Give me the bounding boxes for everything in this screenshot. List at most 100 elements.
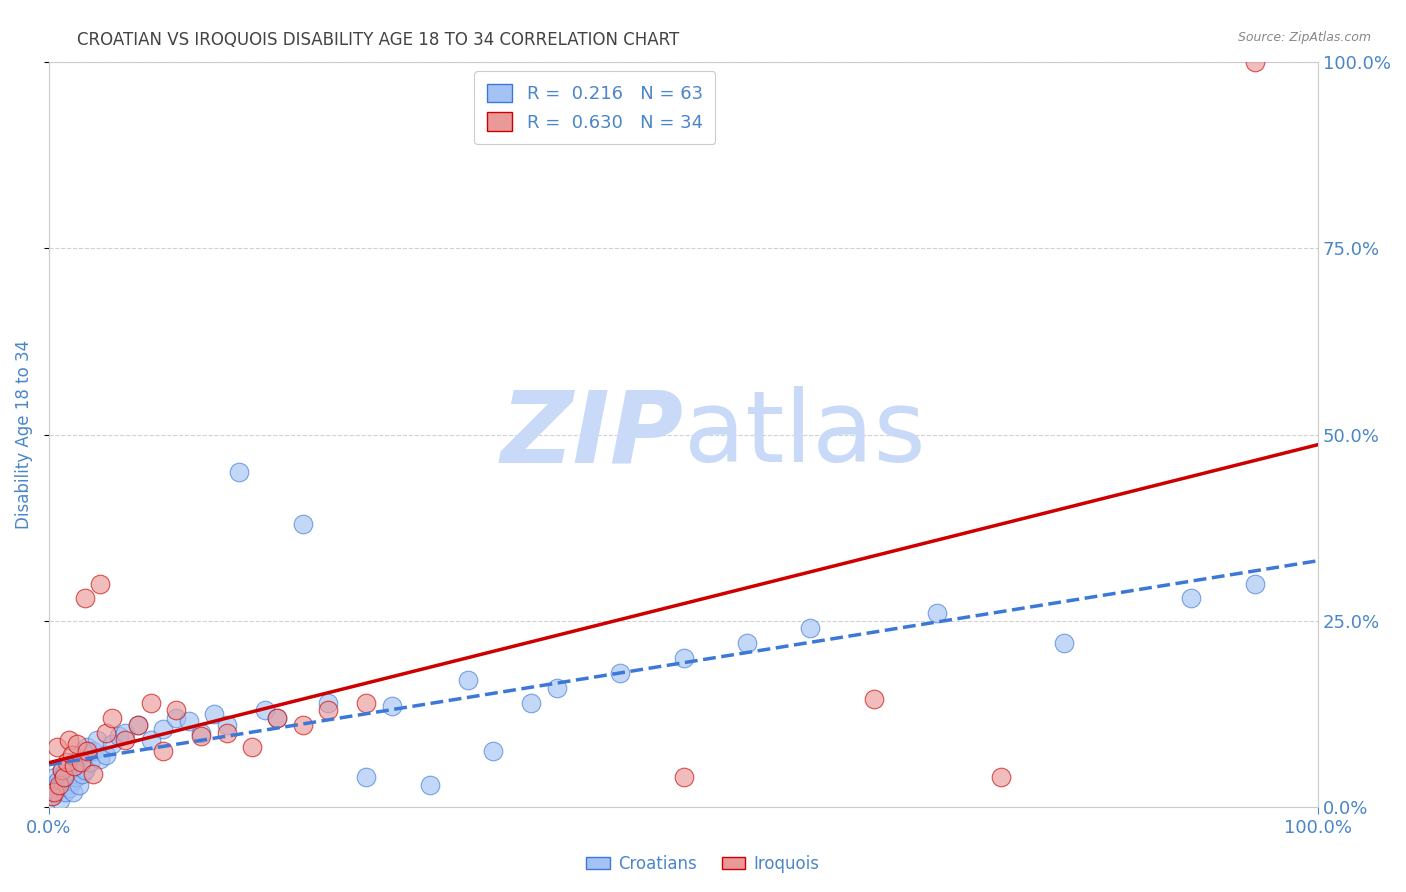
Point xyxy=(609,665,631,680)
Point xyxy=(457,673,479,688)
Point xyxy=(482,744,505,758)
Point xyxy=(41,789,63,803)
Point xyxy=(101,737,124,751)
Point xyxy=(60,747,83,762)
Text: Source: ZipAtlas.com: Source: ZipAtlas.com xyxy=(1237,31,1371,45)
Point xyxy=(990,770,1012,784)
Point xyxy=(114,733,136,747)
Point xyxy=(165,703,187,717)
Point xyxy=(291,516,314,531)
Point xyxy=(49,792,72,806)
Point xyxy=(53,770,76,784)
Point xyxy=(152,744,174,758)
Point xyxy=(48,781,70,796)
Point xyxy=(63,756,86,770)
Point xyxy=(39,785,62,799)
Point xyxy=(45,740,67,755)
Point xyxy=(58,733,80,747)
Point xyxy=(215,718,238,732)
Point xyxy=(672,770,695,784)
Point xyxy=(62,785,84,799)
Point xyxy=(127,718,149,732)
Point xyxy=(69,747,91,762)
Point xyxy=(735,636,758,650)
Point xyxy=(76,740,98,755)
Point xyxy=(1243,55,1265,70)
Text: CROATIAN VS IROQUOIS DISABILITY AGE 18 TO 34 CORRELATION CHART: CROATIAN VS IROQUOIS DISABILITY AGE 18 T… xyxy=(77,31,679,49)
Point xyxy=(152,722,174,736)
Point xyxy=(63,759,86,773)
Legend: R =  0.216   N = 63, R =  0.630   N = 34: R = 0.216 N = 63, R = 0.630 N = 34 xyxy=(474,71,716,145)
Point xyxy=(42,781,65,796)
Point xyxy=(863,692,886,706)
Point xyxy=(73,763,96,777)
Point xyxy=(101,711,124,725)
Point xyxy=(82,766,104,780)
Point xyxy=(316,696,339,710)
Point xyxy=(65,770,87,784)
Point xyxy=(66,759,89,773)
Point xyxy=(266,711,288,725)
Point xyxy=(55,785,77,799)
Legend: Croatians, Iroquois: Croatians, Iroquois xyxy=(579,848,827,880)
Point xyxy=(76,744,98,758)
Point xyxy=(53,766,76,780)
Point xyxy=(356,696,378,710)
Point xyxy=(86,733,108,747)
Point xyxy=(520,696,543,710)
Point xyxy=(316,703,339,717)
Point xyxy=(799,621,821,635)
Point xyxy=(69,756,91,770)
Point xyxy=(55,756,77,770)
Point xyxy=(190,725,212,739)
Point xyxy=(356,770,378,784)
Point xyxy=(927,607,949,621)
Point xyxy=(51,763,73,777)
Point xyxy=(94,747,117,762)
Point xyxy=(215,725,238,739)
Point xyxy=(672,651,695,665)
Point xyxy=(381,699,404,714)
Point xyxy=(89,751,111,765)
Point xyxy=(42,778,65,792)
Point xyxy=(165,711,187,725)
Point xyxy=(55,778,77,792)
Point xyxy=(58,781,80,796)
Point xyxy=(70,766,93,780)
Point xyxy=(1243,576,1265,591)
Point xyxy=(1180,591,1202,606)
Point xyxy=(419,778,441,792)
Point xyxy=(107,729,129,743)
Point xyxy=(51,763,73,777)
Point xyxy=(228,465,250,479)
Point xyxy=(59,763,82,777)
Text: atlas: atlas xyxy=(683,386,925,483)
Point xyxy=(127,718,149,732)
Point xyxy=(139,733,162,747)
Text: ZIP: ZIP xyxy=(501,386,683,483)
Point xyxy=(291,718,314,732)
Point xyxy=(48,778,70,792)
Point xyxy=(79,756,101,770)
Point xyxy=(73,591,96,606)
Point xyxy=(94,725,117,739)
Point xyxy=(46,774,69,789)
Point xyxy=(60,774,83,789)
Y-axis label: Disability Age 18 to 34: Disability Age 18 to 34 xyxy=(15,340,32,529)
Point xyxy=(114,725,136,739)
Point xyxy=(45,785,67,799)
Point xyxy=(41,789,63,803)
Point xyxy=(253,703,276,717)
Point xyxy=(52,778,75,792)
Point xyxy=(67,778,90,792)
Point xyxy=(42,785,65,799)
Point xyxy=(190,729,212,743)
Point xyxy=(56,770,79,784)
Point xyxy=(240,740,263,755)
Point xyxy=(546,681,568,695)
Point xyxy=(82,744,104,758)
Point xyxy=(266,711,288,725)
Point xyxy=(1053,636,1076,650)
Point xyxy=(44,770,66,784)
Point xyxy=(139,696,162,710)
